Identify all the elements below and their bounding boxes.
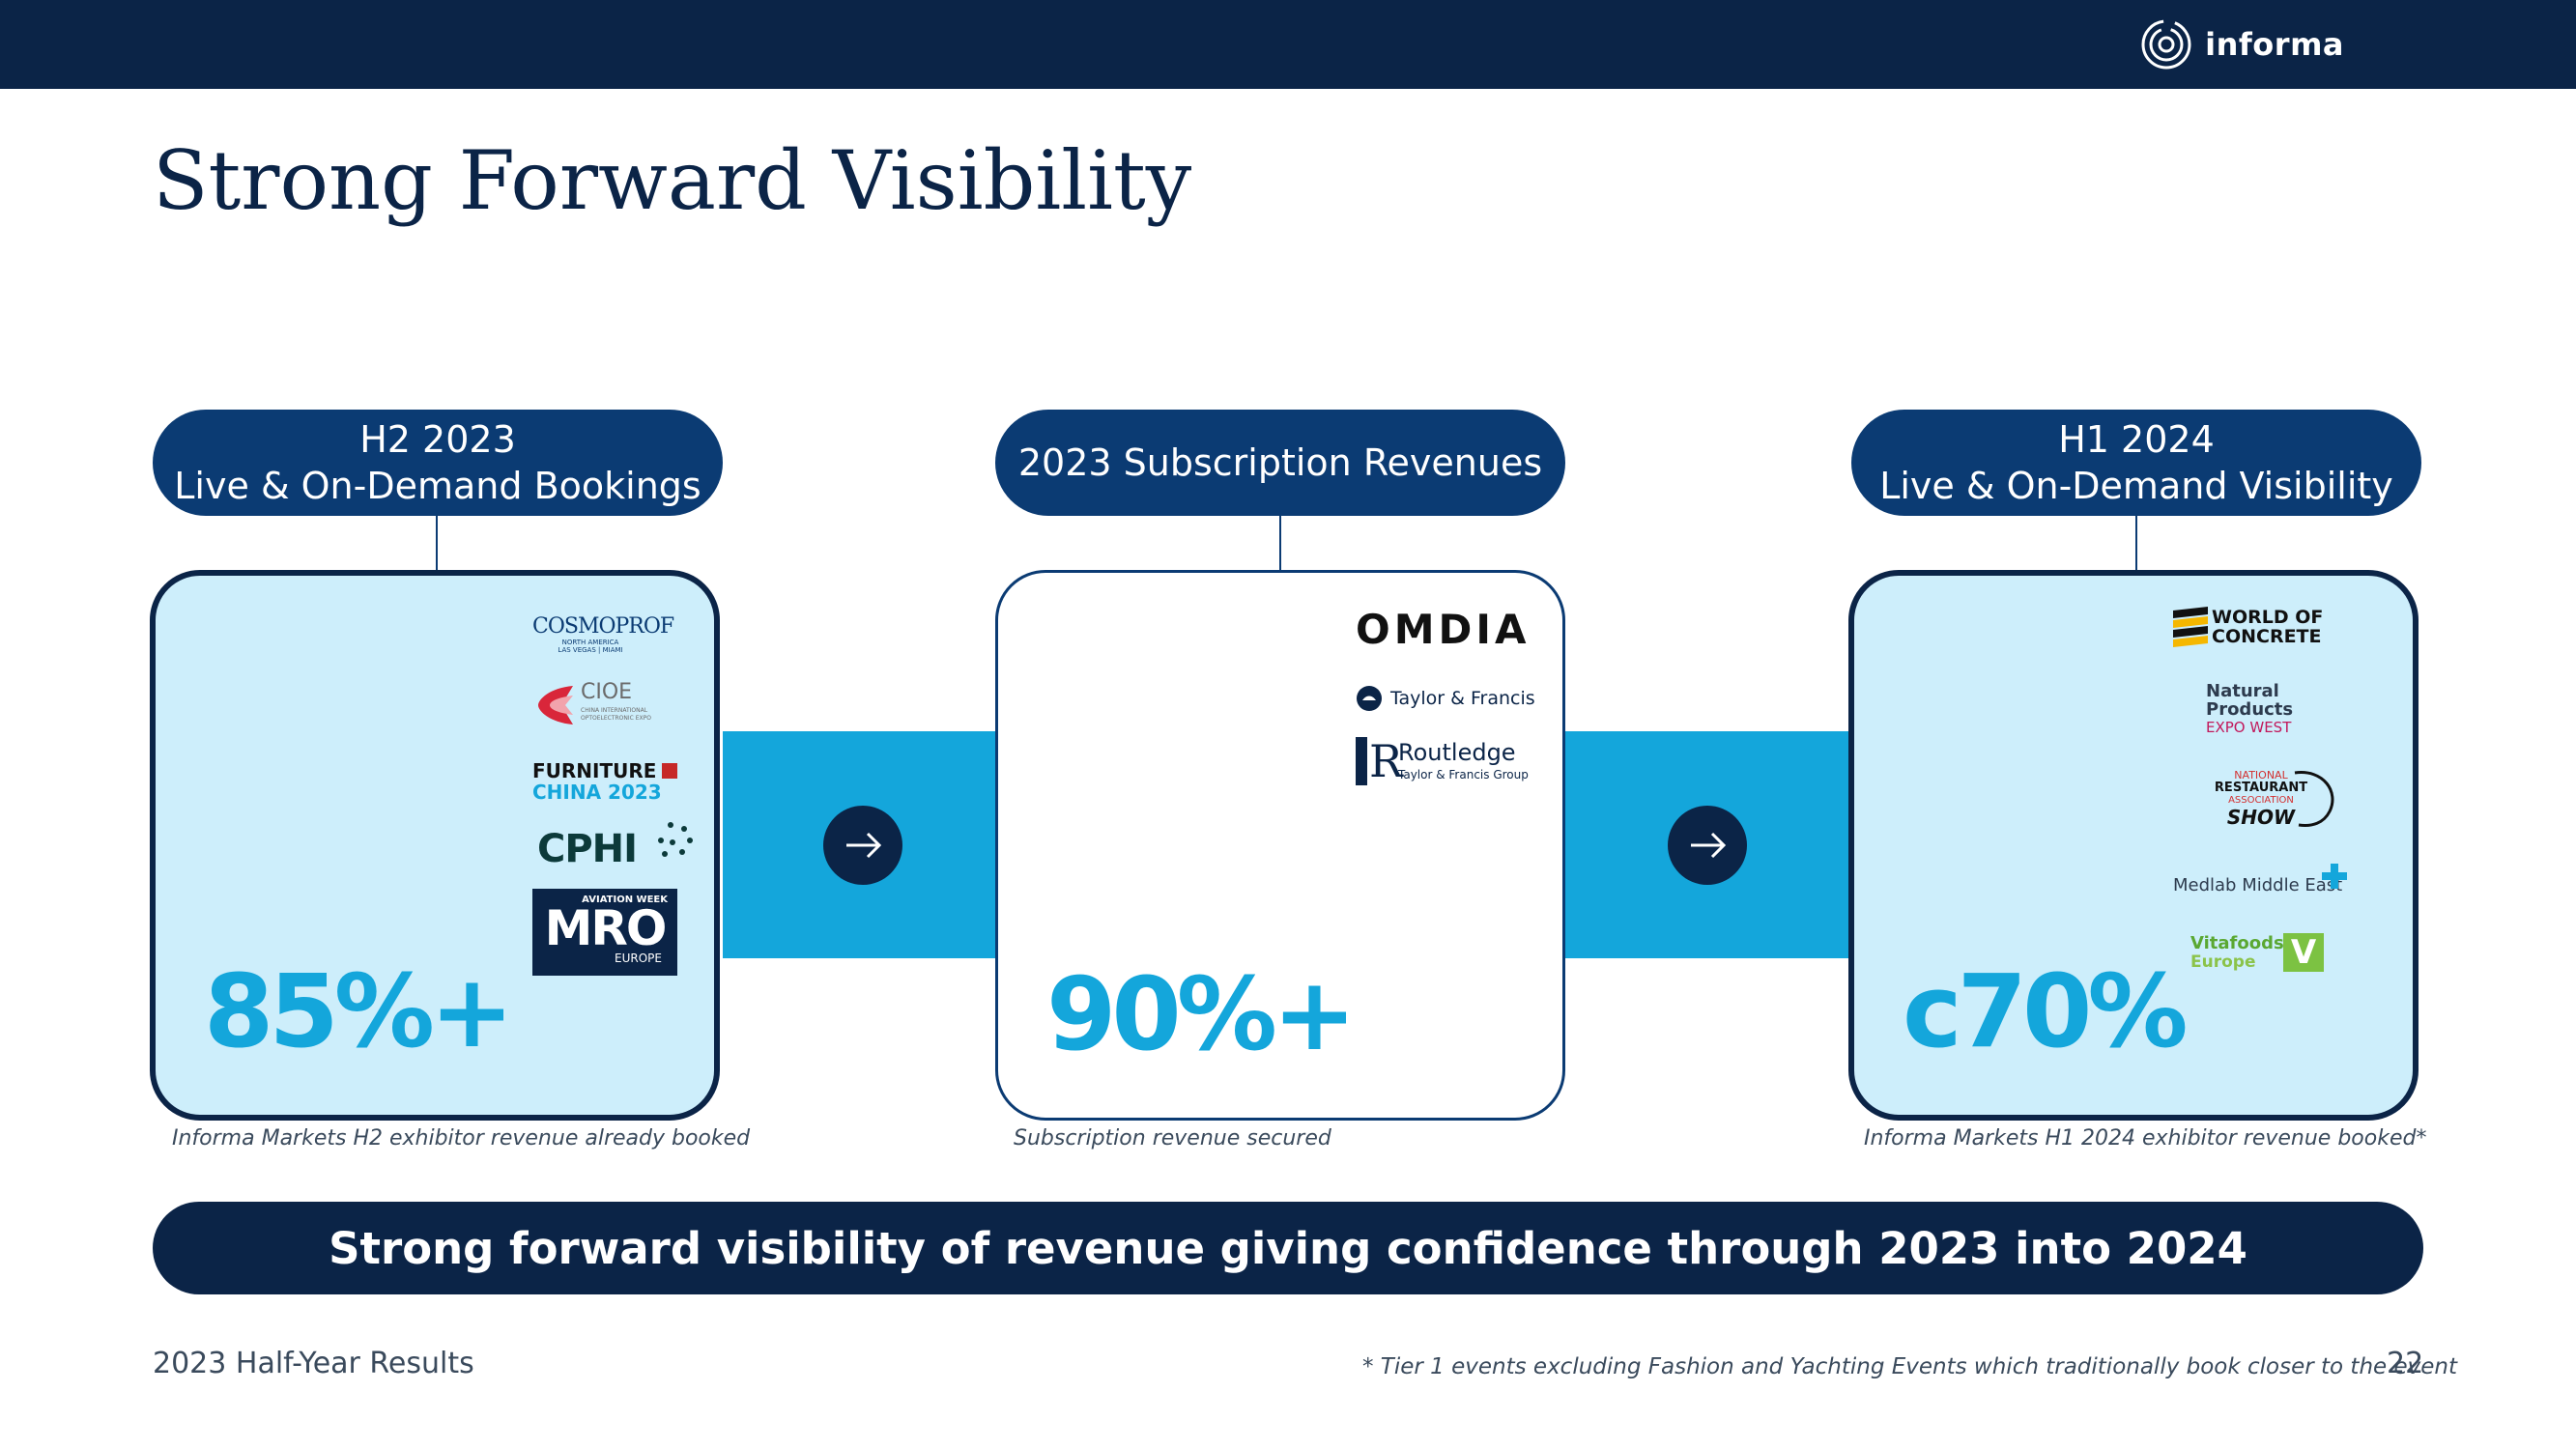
furniture-china-logo: FURNITURE CHINA 2023 [532,759,677,802]
cioe-logo: CIOE CHINA INTERNATIONAL OPTOELECTRONIC … [532,680,668,734]
medlab-cross-icon [2322,864,2347,889]
informa-mark-icon [2141,19,2191,70]
nra-swoosh-icon [2294,771,2334,827]
heading-h2-2023: H2 2023 Live & On-Demand Bookings [153,410,723,516]
visibility-percentage: c70% [1903,952,2189,1070]
connector-line [436,516,438,572]
panel-subscription: OMDIA Taylor & Francis R Routledge Taylo… [995,570,1565,1121]
caption-h1-visibility: Informa Markets H1 2024 exhibitor revenu… [1864,1126,2427,1151]
world-of-concrete-logo: WORLD OF CONCRETE [2171,605,2345,653]
taylor-francis-logo: Taylor & Francis [1356,685,1535,712]
arrow-right-icon [823,806,902,885]
footnote: * Tier 1 events excluding Fashion and Ya… [1362,1354,2457,1379]
caption-h2-bookings: Informa Markets H2 exhibitor revenue alr… [172,1126,751,1151]
omdia-logo: OMDIA [1356,606,1531,653]
concrete-layers-icon [2173,607,2208,647]
natural-products-expo-logo: Natural Products EXPO WEST [2206,681,2294,736]
cphi-logo: CPHI [537,817,701,875]
connector-line [2135,516,2137,572]
cosmoprof-logo: COSMOPROF NORTH AMERICA LAS VEGAS | MIAM… [532,614,674,654]
connector-line [1279,516,1281,572]
caption-subscription: Subscription revenue secured [1014,1126,1331,1151]
medlab-middle-east-logo: Medlab Middle East [2173,862,2357,910]
cioe-mark-icon [538,686,573,724]
national-restaurant-show-logo: NATIONAL RESTAURANT ASSOCIATION SHOW [2189,769,2334,846]
heading-subscription: 2023 Subscription Revenues [995,410,1565,516]
cphi-dots-icon [658,822,693,857]
top-bar: informa [0,0,2576,89]
panel-h2-bookings: COSMOPROF NORTH AMERICA LAS VEGAS | MIAM… [150,570,720,1121]
footer-presentation-title: 2023 Half-Year Results [153,1347,474,1380]
page-title: Strong Forward Visibility [153,133,1192,228]
subscription-percentage: 90%+ [1046,955,1357,1073]
mro-europe-logo: AVIATION WEEK MRO EUROPE [532,889,677,976]
bookings-percentage: 85%+ [204,952,514,1070]
summary-banner: Strong forward visibility of revenue giv… [153,1202,2423,1294]
heading-h1-2024: H1 2024 Live & On-Demand Visibility [1851,410,2421,516]
page-number: 22 [2387,1347,2424,1380]
arrow-right-icon [1668,806,1747,885]
informa-logo: informa [2139,14,2344,75]
taylor-francis-lamp-icon [1357,686,1382,711]
brand-wordmark: informa [2205,26,2344,63]
routledge-logo: R Routledge Taylor & Francis Group [1356,737,1539,791]
panel-h1-visibility: WORLD OF CONCRETE Natural Products EXPO … [1848,570,2419,1121]
vitafoods-europe-logo: Vitafoods Europe V [2190,931,2345,976]
